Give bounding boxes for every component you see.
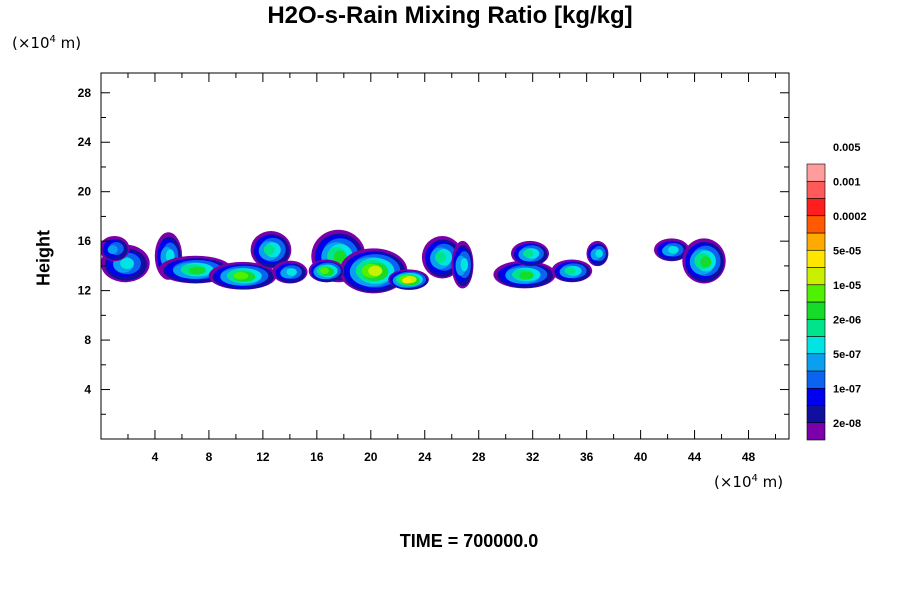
legend-swatch xyxy=(806,336,826,355)
legend-label: 0.001 xyxy=(833,176,861,188)
legend-swatch xyxy=(806,232,826,251)
legend-label: 0.0002 xyxy=(833,211,867,223)
plot-frame xyxy=(100,72,790,440)
x-tick-label: 44 xyxy=(688,450,702,464)
cloud-contour-band xyxy=(668,246,679,254)
cloud-contour-band xyxy=(286,268,297,276)
x-tick-label: 8 xyxy=(206,450,213,464)
cloud-cell xyxy=(339,248,408,294)
legend-label: 2e-06 xyxy=(833,314,861,326)
legend-label: 5e-07 xyxy=(833,349,861,361)
cloud-contour-band xyxy=(263,244,275,255)
legend-swatch xyxy=(806,284,826,303)
legend-swatch xyxy=(806,353,826,372)
legend-swatch xyxy=(806,422,826,441)
cloud-cell xyxy=(208,261,277,290)
legend-swatch xyxy=(806,267,826,286)
x-tick-label: 20 xyxy=(364,450,378,464)
legend-swatch xyxy=(806,163,826,182)
cloud-cell xyxy=(510,240,550,267)
x-tick-label: 16 xyxy=(310,450,324,464)
y-tick-label: 20 xyxy=(78,185,92,199)
cloud-contour-band xyxy=(564,267,576,275)
cloud-contour-band xyxy=(700,256,712,268)
cloud-contour-band xyxy=(233,272,249,280)
legend-swatch xyxy=(806,370,826,389)
cloud-cell xyxy=(388,269,429,290)
y-tick-label: 16 xyxy=(78,234,92,248)
x-tick-label: 24 xyxy=(418,450,432,464)
cloud-contour-band xyxy=(188,266,206,275)
x-tick-label: 40 xyxy=(634,450,648,464)
legend-label: 5e-05 xyxy=(833,245,861,257)
legend-swatch xyxy=(806,387,826,406)
cloud-contour-band xyxy=(368,265,383,276)
cloud-contour-band xyxy=(333,250,347,264)
cloud-cell xyxy=(451,240,474,289)
y-tick-label: 4 xyxy=(84,383,91,397)
legend-label: 1e-05 xyxy=(833,280,861,292)
cloud-contour-band xyxy=(460,257,469,272)
legend-swatch xyxy=(806,215,826,234)
y-tick-label: 24 xyxy=(78,135,92,149)
x-tick-label: 32 xyxy=(526,450,540,464)
cloud-cell xyxy=(493,260,556,289)
cloud-cell xyxy=(272,260,308,284)
legend-swatch xyxy=(806,249,826,268)
cloud-contour-band xyxy=(595,249,603,258)
cloud-cell xyxy=(653,238,690,262)
legend-label: 1e-07 xyxy=(833,383,861,395)
legend-swatch xyxy=(806,405,826,424)
y-tick-label: 8 xyxy=(84,333,91,347)
x-tick-label: 4 xyxy=(152,450,159,464)
cloud-cell xyxy=(101,235,130,262)
legend-swatch xyxy=(806,301,826,320)
legend-swatch xyxy=(806,180,826,199)
cloud-cell xyxy=(250,231,292,269)
y-axis-unit: (×104 m) xyxy=(12,34,82,52)
legend-swatch xyxy=(806,198,826,217)
legend-label: 0.005 xyxy=(833,142,861,154)
cloud-contour-band xyxy=(402,277,412,284)
cloud-contour-band xyxy=(120,257,134,269)
cloud-cell xyxy=(682,238,726,284)
cloud-cell xyxy=(421,235,463,279)
x-tick-label: 12 xyxy=(256,450,270,464)
cloud-contour-band xyxy=(435,251,446,263)
cloud-cell xyxy=(308,259,344,283)
x-tick-label: 48 xyxy=(742,450,756,464)
y-tick-label: 28 xyxy=(78,86,92,100)
y-tick-label: 12 xyxy=(78,284,92,298)
legend-swatch xyxy=(806,318,826,337)
x-tick-label: 28 xyxy=(472,450,486,464)
cloud-contour-band xyxy=(107,245,118,255)
chart-title: H2O-s-Rain Mixing Ratio [kg/kg] xyxy=(267,2,633,29)
cloud-cell xyxy=(586,240,609,267)
x-axis-unit: (×104 m) xyxy=(714,473,784,491)
cloud-contour-band xyxy=(320,267,329,275)
time-footer: TIME = 700000.0 xyxy=(399,531,539,551)
cloud-contour-band xyxy=(519,271,534,280)
cloud-cell xyxy=(551,259,593,283)
x-tick-label: 36 xyxy=(580,450,594,464)
cloud-contour-band xyxy=(522,249,534,258)
legend-label: 2e-08 xyxy=(833,418,861,430)
